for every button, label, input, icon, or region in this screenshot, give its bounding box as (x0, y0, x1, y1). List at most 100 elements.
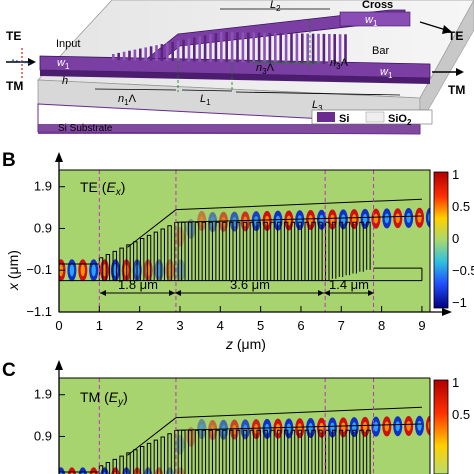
substrate-stripe (38, 124, 420, 134)
taper-outline (127, 417, 177, 456)
grating-tooth (290, 33, 293, 64)
grating-tooth (220, 32, 223, 62)
field-lobe-core (177, 439, 183, 450)
y-tick-label: −0.1 (26, 262, 52, 277)
panel-c-colorbar-ticks: 10.5 (452, 375, 470, 422)
panel-b-mode-label: TE (Ex) (80, 179, 125, 198)
upper-waveguide-outline (175, 215, 422, 223)
field-lobe-core (264, 215, 270, 226)
panel-c-outline (59, 378, 422, 474)
x-tick-label: 4 (217, 318, 224, 333)
panel-b-xlabel: z (μm) (225, 336, 266, 352)
y-tick-label: 0.9 (34, 220, 52, 235)
x-tick-label: 5 (257, 318, 264, 333)
colorbar-tick-label: −1 (452, 295, 467, 310)
y-tick-label: 1.9 (34, 179, 52, 194)
grating-tooth (317, 33, 320, 64)
grating-tooth (160, 44, 164, 61)
field-lobe-core (362, 213, 368, 224)
field-lobe-core (297, 423, 302, 434)
field-lobe-core (275, 215, 281, 226)
field-lobe (176, 467, 185, 474)
label-substrate: Si Substrate (58, 123, 113, 134)
label-w1-cross: w1 (365, 14, 378, 28)
field-lobe-core (406, 420, 411, 431)
grating-tooth (338, 34, 342, 65)
legend-sio2-label: SiO2 (388, 113, 412, 127)
grating-tooth (187, 38, 191, 62)
grating-tooth (274, 33, 277, 63)
field-lobe-core (253, 424, 259, 435)
grating-tooth (193, 37, 196, 62)
field-lobe-core (80, 264, 85, 277)
label-L3: L3 (312, 99, 323, 113)
x-tick-label: 0 (55, 318, 62, 333)
label-te-right: TE (448, 29, 463, 43)
grating-tooth (112, 54, 115, 60)
x-tick-label: 6 (297, 318, 304, 333)
label-w1-left: w1 (57, 57, 70, 71)
grating-tooth (203, 35, 207, 62)
grating-tooth (133, 49, 137, 61)
panel-b-ylabel: x (μm) (5, 250, 21, 291)
field-lobe-core (395, 421, 400, 432)
grating-tooth (257, 32, 261, 63)
panel-b-xticks: 0 1 2 3 4 5 6 7 8 9 (55, 306, 426, 333)
grating-tooth (295, 33, 299, 64)
y-tick-label: 1.9 (34, 387, 52, 402)
grating-tooth (214, 33, 218, 62)
panel-b-dim-2: 3.6 μm (230, 277, 270, 292)
grating-tooth (166, 43, 169, 61)
grating-tooth (247, 32, 250, 63)
x-tick-label: 9 (418, 318, 425, 333)
upper-waveguide-outline (175, 423, 422, 431)
grating-tooth (198, 36, 201, 62)
field-lobe-core (319, 214, 324, 225)
grating-tooth (301, 33, 304, 64)
field-lobe-core (362, 421, 368, 432)
label-L2: L2 (270, 0, 281, 13)
label-te-left: TE (6, 29, 21, 43)
grating-tooth (128, 50, 131, 61)
grating-tooth (225, 32, 228, 63)
label-w1-bar: w1 (380, 66, 393, 80)
upper-waveguide-outline (175, 198, 422, 211)
panel-c: C 1.90.9 TM (Ey) 10.5 (2, 360, 470, 474)
grating-tooth (344, 34, 347, 65)
field-lobe-core (264, 423, 270, 434)
field-lobe-core (286, 423, 292, 434)
label-bar: Bar (372, 45, 389, 57)
upper-waveguide-outline (175, 406, 422, 419)
grating-tooth (155, 45, 158, 61)
field-lobe (197, 211, 207, 232)
label-tm-left: TM (6, 79, 23, 93)
colorbar-tick-label: 0.5 (452, 199, 470, 214)
y-tick-label: 0.9 (34, 428, 52, 443)
label-L1: L1 (200, 93, 211, 107)
colorbar-tick-label: 1 (452, 375, 459, 390)
field-lobe-core (178, 264, 183, 277)
grating-tooth (241, 32, 245, 63)
x-tick-label: 8 (378, 318, 385, 333)
grating-tooth (176, 40, 180, 62)
field-lobe-core (341, 422, 346, 433)
field-lobe-core (145, 264, 151, 277)
panel-a-schematic: Input Cross Bar w1 w1 w1 h n1Λ L1 L2 L3 … (6, 0, 474, 135)
grating-teeth (112, 32, 347, 65)
panel-b-dim-1: 1.8 μm (118, 277, 158, 292)
grating-tooth (263, 32, 266, 63)
panel-c-colorbar (433, 379, 449, 474)
grating-tooth (139, 48, 142, 61)
field-lobe-core (199, 216, 204, 227)
grating-tooth (149, 46, 153, 61)
grating-tooth (144, 47, 147, 61)
grating-tooth (306, 33, 309, 64)
grating-tooth (171, 41, 174, 62)
colorbar-tick-label: 0 (452, 231, 459, 246)
panel-b: B 1.9 0.9 −0.1 −1.1 x (μm) 0 1 2 3 4 5 6 7 8 9 z (μm… (2, 150, 474, 352)
legend-si-swatch (317, 112, 335, 122)
bar-waveguide-front (40, 70, 430, 84)
grating-tooth (311, 33, 315, 64)
field-lobe-core (384, 213, 390, 224)
